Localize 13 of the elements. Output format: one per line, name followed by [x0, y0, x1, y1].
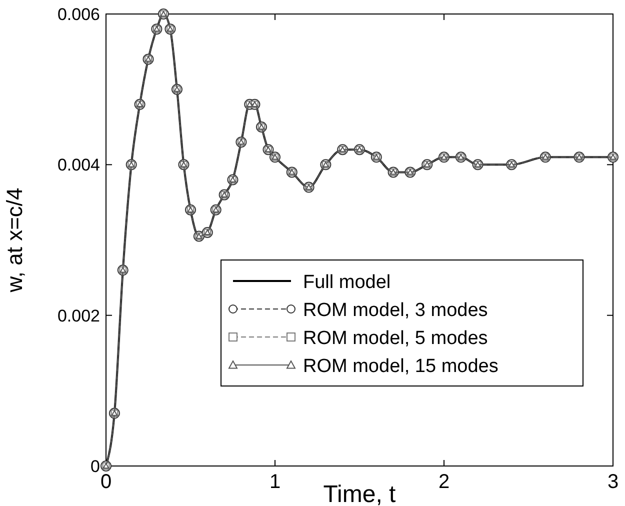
legend-label: ROM model, 3 modes	[303, 300, 488, 321]
y-axis-title: w, at x=c/4	[2, 188, 27, 294]
y-tick-label: 0.002	[57, 306, 100, 326]
legend-label: Full model	[303, 272, 391, 293]
y-tick-label: 0	[90, 457, 100, 476]
x-tick-label: 2	[438, 471, 450, 493]
x-tick-label: 1	[269, 471, 281, 493]
y-tick-label: 0.004	[57, 156, 100, 175]
x-axis-title: Time, t	[323, 481, 396, 506]
x-tick-label: 3	[607, 471, 619, 493]
legend-label: ROM model, 5 modes	[303, 328, 488, 349]
legend-label: ROM model, 15 modes	[303, 356, 498, 377]
y-tick-label: 0.006	[57, 5, 100, 24]
